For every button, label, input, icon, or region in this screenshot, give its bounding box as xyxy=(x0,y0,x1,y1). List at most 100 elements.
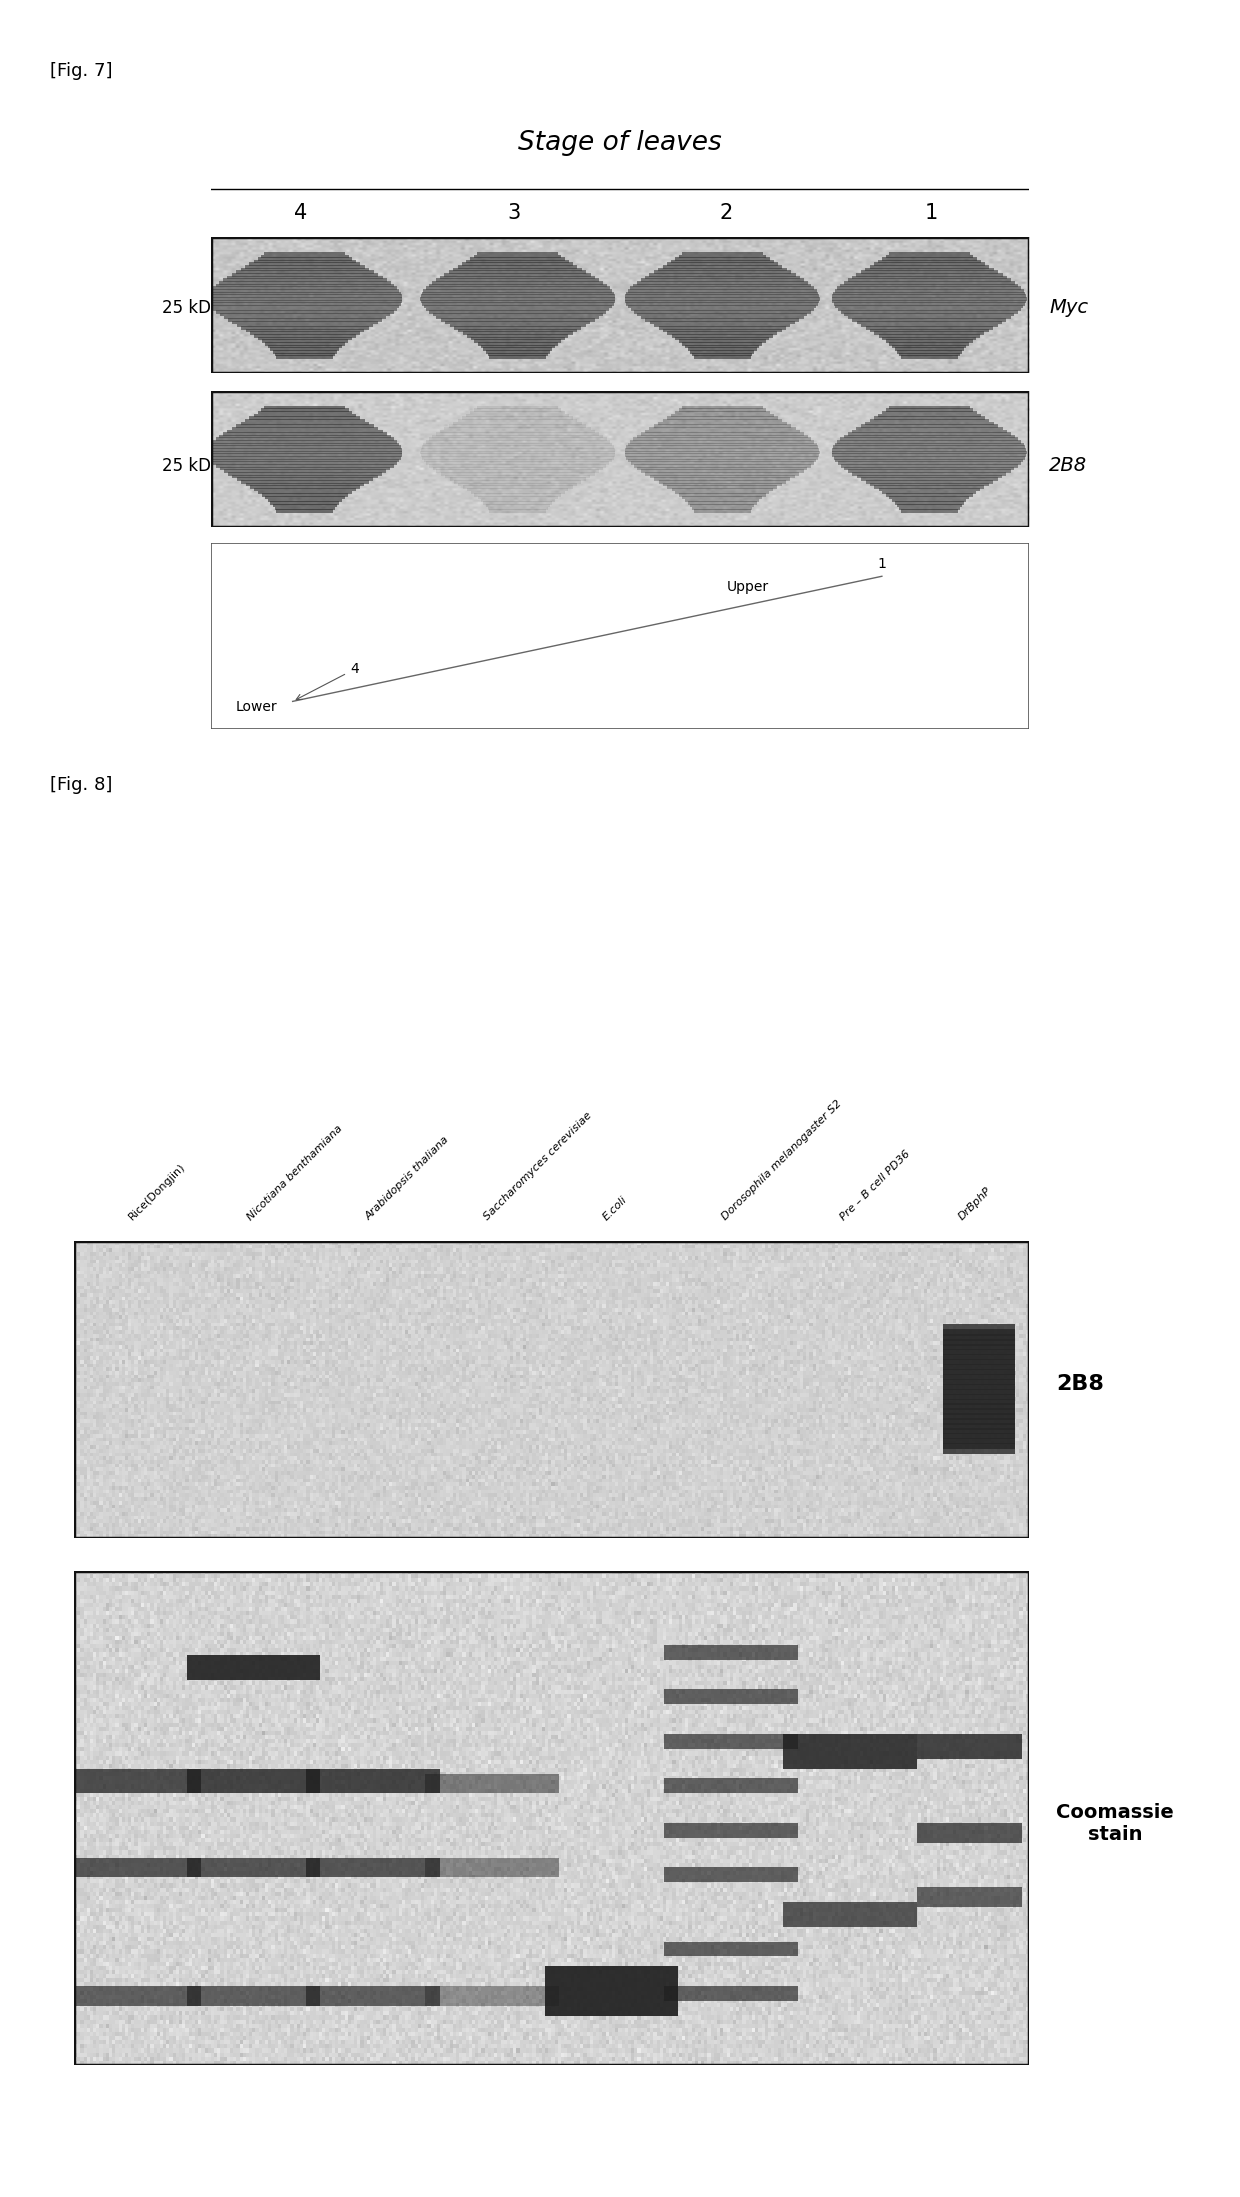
Bar xyxy=(262,494,348,497)
Bar xyxy=(944,1393,1014,1404)
Bar xyxy=(213,439,397,444)
Bar xyxy=(207,450,402,455)
Bar xyxy=(625,297,820,301)
Bar xyxy=(216,283,394,288)
Bar xyxy=(477,343,558,345)
Bar xyxy=(641,316,804,319)
Bar xyxy=(626,457,818,459)
Bar xyxy=(429,310,606,314)
Bar xyxy=(869,266,990,268)
Text: 4: 4 xyxy=(296,661,358,699)
Bar xyxy=(944,1364,1014,1375)
Bar xyxy=(944,1389,1014,1399)
Bar xyxy=(216,464,393,468)
Bar xyxy=(67,1769,201,1793)
Bar xyxy=(694,510,750,512)
Bar xyxy=(425,1986,559,2006)
Bar xyxy=(899,508,960,510)
Bar xyxy=(680,494,765,497)
Bar xyxy=(186,1859,320,1876)
Bar xyxy=(631,308,813,312)
Bar xyxy=(445,321,590,325)
Bar xyxy=(228,319,382,321)
Bar xyxy=(425,1773,559,1793)
Bar xyxy=(655,323,790,327)
Bar xyxy=(663,1689,797,1705)
Bar xyxy=(838,461,1021,466)
Bar xyxy=(848,470,1011,472)
Bar xyxy=(874,332,985,334)
Bar xyxy=(208,446,401,448)
Bar xyxy=(649,272,796,277)
Bar xyxy=(474,409,562,411)
Bar xyxy=(477,406,558,409)
Bar xyxy=(870,330,988,332)
Bar xyxy=(841,310,1018,314)
Bar xyxy=(832,450,1027,455)
Bar xyxy=(232,475,378,479)
Bar xyxy=(887,494,972,497)
Bar xyxy=(649,426,796,431)
Bar xyxy=(838,308,1021,312)
Bar xyxy=(636,281,808,286)
Bar xyxy=(630,286,815,290)
Bar xyxy=(862,477,997,481)
Bar xyxy=(211,459,399,461)
Bar xyxy=(273,503,337,508)
Bar xyxy=(425,286,610,290)
Bar xyxy=(258,336,352,341)
Bar xyxy=(210,457,401,459)
Bar xyxy=(861,270,998,275)
Bar xyxy=(641,470,804,472)
Bar xyxy=(944,1369,1014,1380)
Bar xyxy=(641,433,804,435)
Bar xyxy=(861,424,998,428)
Bar xyxy=(901,356,957,358)
Bar xyxy=(883,336,976,341)
Bar xyxy=(658,479,786,483)
Bar xyxy=(265,343,345,345)
Bar xyxy=(895,501,963,505)
Bar xyxy=(874,261,985,266)
Bar xyxy=(487,354,548,356)
Bar xyxy=(866,479,993,483)
Bar xyxy=(232,272,378,277)
Bar xyxy=(784,1903,918,1927)
Bar xyxy=(470,257,565,261)
Bar xyxy=(268,499,342,503)
Bar xyxy=(422,303,614,305)
Bar xyxy=(262,341,348,343)
Bar xyxy=(653,270,791,275)
Text: Nicotiana benthamiana: Nicotiana benthamiana xyxy=(246,1123,345,1222)
Bar xyxy=(420,299,615,303)
Bar xyxy=(672,488,773,492)
Bar xyxy=(258,411,352,415)
Bar xyxy=(213,461,397,466)
Bar xyxy=(242,325,368,330)
Bar xyxy=(429,437,606,442)
Bar xyxy=(467,488,568,492)
Bar xyxy=(944,1373,1014,1384)
Bar xyxy=(213,308,397,312)
Text: Arabidopsis thaliana: Arabidopsis thaliana xyxy=(363,1134,451,1222)
Bar xyxy=(242,479,368,483)
Bar xyxy=(878,413,981,417)
Bar xyxy=(645,472,800,475)
Bar xyxy=(655,477,790,481)
Text: Rice(Dongjin): Rice(Dongjin) xyxy=(126,1162,187,1222)
Bar xyxy=(832,297,1027,301)
Bar xyxy=(486,503,549,508)
Bar xyxy=(626,292,818,294)
Bar xyxy=(270,347,340,352)
Bar xyxy=(223,433,387,435)
Bar xyxy=(944,1334,1014,1345)
Bar xyxy=(423,290,613,292)
Bar xyxy=(219,281,391,286)
Bar xyxy=(219,466,391,470)
Text: 4: 4 xyxy=(294,202,308,224)
Bar xyxy=(833,457,1025,459)
Text: Pre – B cell PD36: Pre – B cell PD36 xyxy=(838,1149,911,1222)
Bar xyxy=(216,437,394,442)
Bar xyxy=(208,453,402,457)
Bar xyxy=(667,261,777,266)
